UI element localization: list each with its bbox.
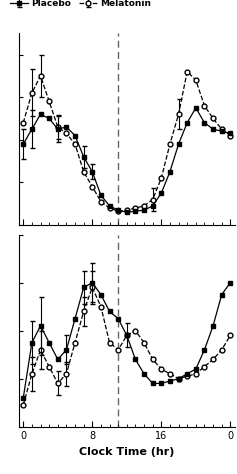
X-axis label: Clock Time (hr): Clock Time (hr) bbox=[79, 447, 174, 457]
Legend: Placebo, Melatonin: Placebo, Melatonin bbox=[6, 0, 155, 12]
